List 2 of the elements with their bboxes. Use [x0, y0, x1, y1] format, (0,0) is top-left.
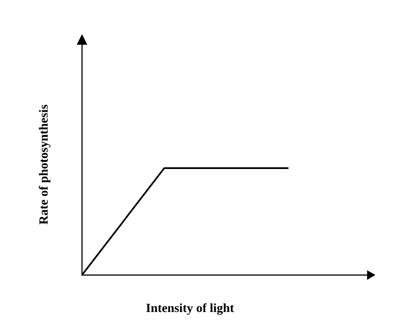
y-axis-title: Rate of photosynthesis — [38, 104, 50, 224]
x-axis-title: Intensity of light — [146, 303, 234, 315]
